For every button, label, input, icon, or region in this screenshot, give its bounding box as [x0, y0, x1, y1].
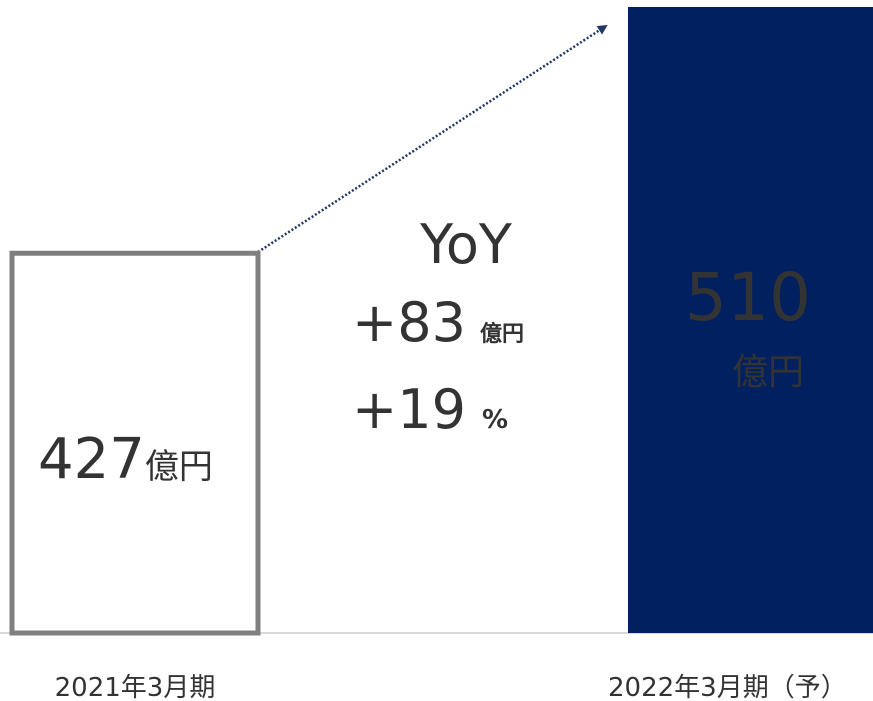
yoy-diff-unit: 億円: [480, 321, 524, 347]
yoy-diff-value: +83: [352, 291, 466, 354]
yoy-rate: +19%: [352, 378, 508, 441]
bar: [9, 250, 261, 636]
value-unit: 億円: [145, 447, 213, 487]
yoy-rate-unit: %: [482, 405, 508, 435]
yoy-title: YoY: [419, 213, 513, 276]
value-label: 510: [685, 259, 811, 336]
x-tick-label: 2021年3月期: [55, 673, 216, 701]
value-unit: 億円: [732, 352, 804, 393]
value-label: 427億円: [38, 427, 213, 492]
yoy-diff: +83 億円: [352, 291, 524, 354]
value-number: 427: [38, 427, 145, 492]
growth-arrow: [257, 24, 608, 254]
bar: [628, 7, 873, 633]
yoy-rate-value: +19: [352, 378, 466, 441]
x-tick-label: 2022年3月期（予）: [608, 673, 847, 701]
